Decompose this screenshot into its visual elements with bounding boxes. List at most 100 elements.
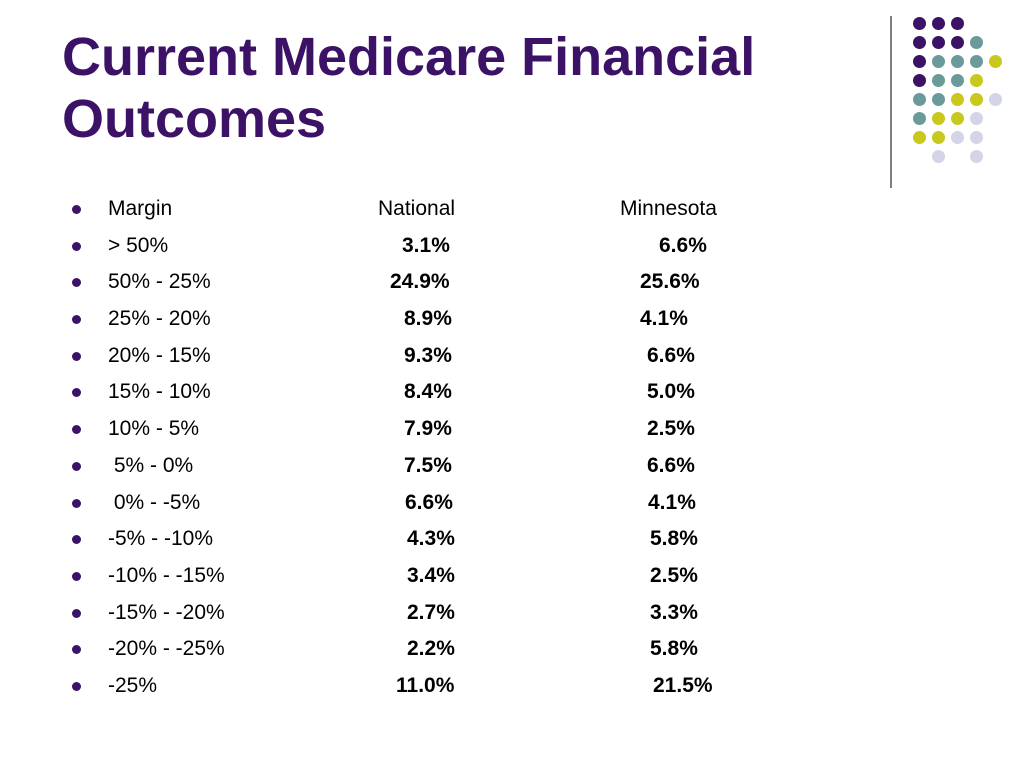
decorative-dot [913,55,926,68]
national-cell: 7.5% [404,453,452,477]
bullet-icon [72,425,81,435]
margin-table: Margin National Minnesota > 50% 3.1% 6.6% 5… [0,191,1024,705]
bullet-icon [72,461,81,471]
table-row: 15% - 10% 8.4% 5.0% [0,374,1024,411]
national-cell: 9.3% [404,343,452,367]
decorative-divider-line [890,16,892,188]
margin-cell: > 50% [108,233,169,257]
minnesota-cell: 6.6% [647,453,695,477]
decorative-dot [989,55,1002,68]
decorative-dot [970,93,983,106]
decorative-dot [970,55,983,68]
minnesota-cell: 21.5% [653,673,713,697]
decorative-dot [932,74,945,87]
margin-cell: -15% - -20% [108,600,225,624]
margin-cell: -5% - -10% [108,527,214,551]
margin-cell: 15% - 10% [108,380,211,404]
table-header-row: Margin National Minnesota [0,191,1024,228]
header-national: National [378,197,456,220]
header-minnesota: Minnesota [620,197,717,220]
margin-cell: -10% - -15% [108,563,225,587]
table-row: 0% - -5% 6.6% 4.1% [0,485,1024,522]
bullet-icon [72,571,81,581]
bullet-icon [72,315,81,325]
margin-cell: 0% - -5% [108,490,201,514]
decorative-dot [989,93,1002,106]
bullet-icon [72,608,81,618]
header-margin: Margin [108,197,173,220]
decorative-dot [951,36,964,49]
national-cell: 2.2% [407,637,455,661]
national-cell: 11.0% [396,673,455,697]
decorative-dot [951,93,964,106]
decorative-dot [932,93,945,106]
bullet-icon [72,351,81,361]
national-cell: 3.1% [402,233,450,257]
decorative-dot [932,55,945,68]
decorative-dot [913,17,926,30]
national-cell: 24.9% [390,270,450,294]
decorative-dot [913,36,926,49]
table-row: 25% - 20% 8.9% 4.1% [0,301,1024,338]
decorative-dot [951,112,964,125]
slide-title-line-1: Current Medicare Financial [62,27,756,87]
national-cell: 2.7% [407,600,455,624]
slide-title-line-2: Outcomes [62,89,327,149]
minnesota-cell: 2.5% [650,563,698,587]
national-cell: 8.4% [404,380,452,404]
margin-cell: -20% - -25% [108,637,225,661]
decorative-dot [932,36,945,49]
bullet-icon [72,681,81,691]
minnesota-cell: 4.1% [640,307,688,331]
decorative-dot [970,74,983,87]
national-cell: 7.9% [404,417,452,441]
bullet-icon [72,388,81,398]
minnesota-cell: 4.1% [648,490,696,514]
decorative-dot [932,112,945,125]
margin-cell: 50% - 25% [108,270,211,294]
table-row: 20% - 15% 9.3% 6.6% [0,338,1024,375]
bullet-icon [72,645,81,655]
table-row: > 50% 3.1% 6.6% [0,228,1024,265]
decorative-dot [913,131,926,144]
decorative-dot [951,74,964,87]
table-row: 10% - 5% 7.9% 2.5% [0,411,1024,448]
minnesota-cell: 3.3% [650,600,698,624]
bullet-icon [72,278,81,288]
decorative-dot [913,93,926,106]
margin-cell: 5% - 0% [108,453,194,477]
national-cell: 4.3% [407,527,455,551]
bullet-icon [72,535,81,545]
national-cell: 8.9% [404,307,452,331]
table-row: 50% - 25% 24.9% 25.6% [0,264,1024,301]
decorative-dot [932,17,945,30]
decorative-dot [913,74,926,87]
margin-cell: 10% - 5% [108,417,200,441]
margin-cell: 25% - 20% [108,307,211,331]
minnesota-cell: 2.5% [647,417,695,441]
decorative-dot [970,112,983,125]
minnesota-cell: 5.8% [650,527,698,551]
decorative-dot-grid [0,0,1024,200]
margin-cell: 20% - 15% [108,343,211,367]
national-cell: 3.4% [407,563,455,587]
bullet-icon [72,205,81,214]
decorative-dot [932,150,945,163]
bullet-icon [72,241,81,251]
decorative-dot [951,131,964,144]
table-row: -10% - -15% 3.4% 2.5% [0,558,1024,595]
table-row: -25% 11.0% 21.5% [0,668,1024,705]
table-row: -15% - -20% 2.7% 3.3% [0,595,1024,632]
slide-title: Current Medicare Financial Outcomes [62,26,862,150]
minnesota-cell: 5.0% [647,380,695,404]
table-row: -5% - -10% 4.3% 5.8% [0,521,1024,558]
minnesota-cell: 6.6% [647,343,695,367]
decorative-dot [970,131,983,144]
decorative-dot [970,150,983,163]
table-row: -20% - -25% 2.2% 5.8% [0,631,1024,668]
table-row: 5% - 0% 7.5% 6.6% [0,448,1024,485]
decorative-dot [970,36,983,49]
minnesota-cell: 5.8% [650,637,698,661]
national-cell: 6.6% [405,490,453,514]
decorative-dot [932,131,945,144]
